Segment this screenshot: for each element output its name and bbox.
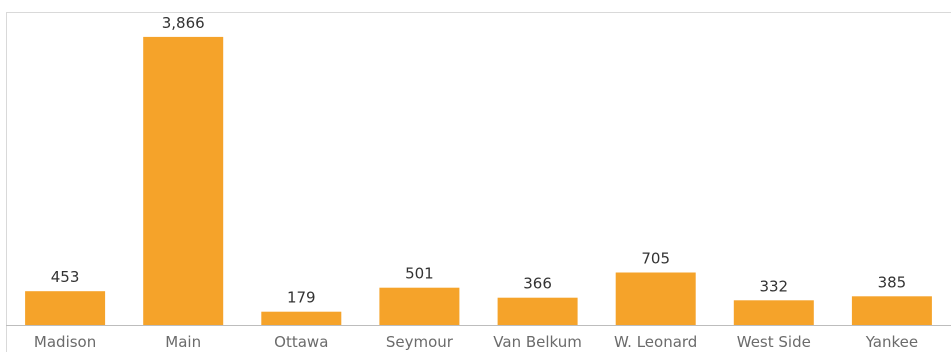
bar [733, 300, 814, 325]
x-tick-label: Madison [34, 333, 96, 351]
bar [25, 291, 106, 325]
x-tick-label: Van Belkum [493, 333, 582, 351]
bar-value-label: 366 [523, 275, 552, 293]
bar-value-label: 3,866 [162, 14, 205, 32]
value-labels-group: 453 3,866 179 501 366 705 332 385 [51, 14, 906, 307]
bar [261, 311, 342, 325]
x-tick-label: Yankee [865, 333, 918, 351]
bar-value-label: 385 [878, 273, 907, 291]
bar-value-label: 179 [287, 289, 316, 307]
x-tick-label: Ottawa [274, 333, 328, 351]
x-tick-label: West Side [737, 333, 811, 351]
bar-value-label: 501 [405, 265, 434, 283]
chart-frame [6, 12, 951, 352]
bars-group [25, 36, 932, 326]
bar-value-label: 705 [641, 250, 670, 268]
bar [497, 297, 578, 325]
x-tick-label: W. Leonard [614, 333, 697, 351]
x-tick-label: Main [165, 333, 201, 351]
bar-value-label: 332 [759, 277, 788, 295]
bar [615, 272, 696, 325]
x-tick-labels-group: Madison Main Ottawa Seymour Van Belkum W. Leo… [34, 333, 918, 351]
x-tick-label: Seymour [386, 333, 454, 351]
bar-value-label: 453 [51, 268, 80, 286]
bar [379, 287, 460, 325]
bar [851, 296, 932, 325]
bar [143, 36, 224, 326]
